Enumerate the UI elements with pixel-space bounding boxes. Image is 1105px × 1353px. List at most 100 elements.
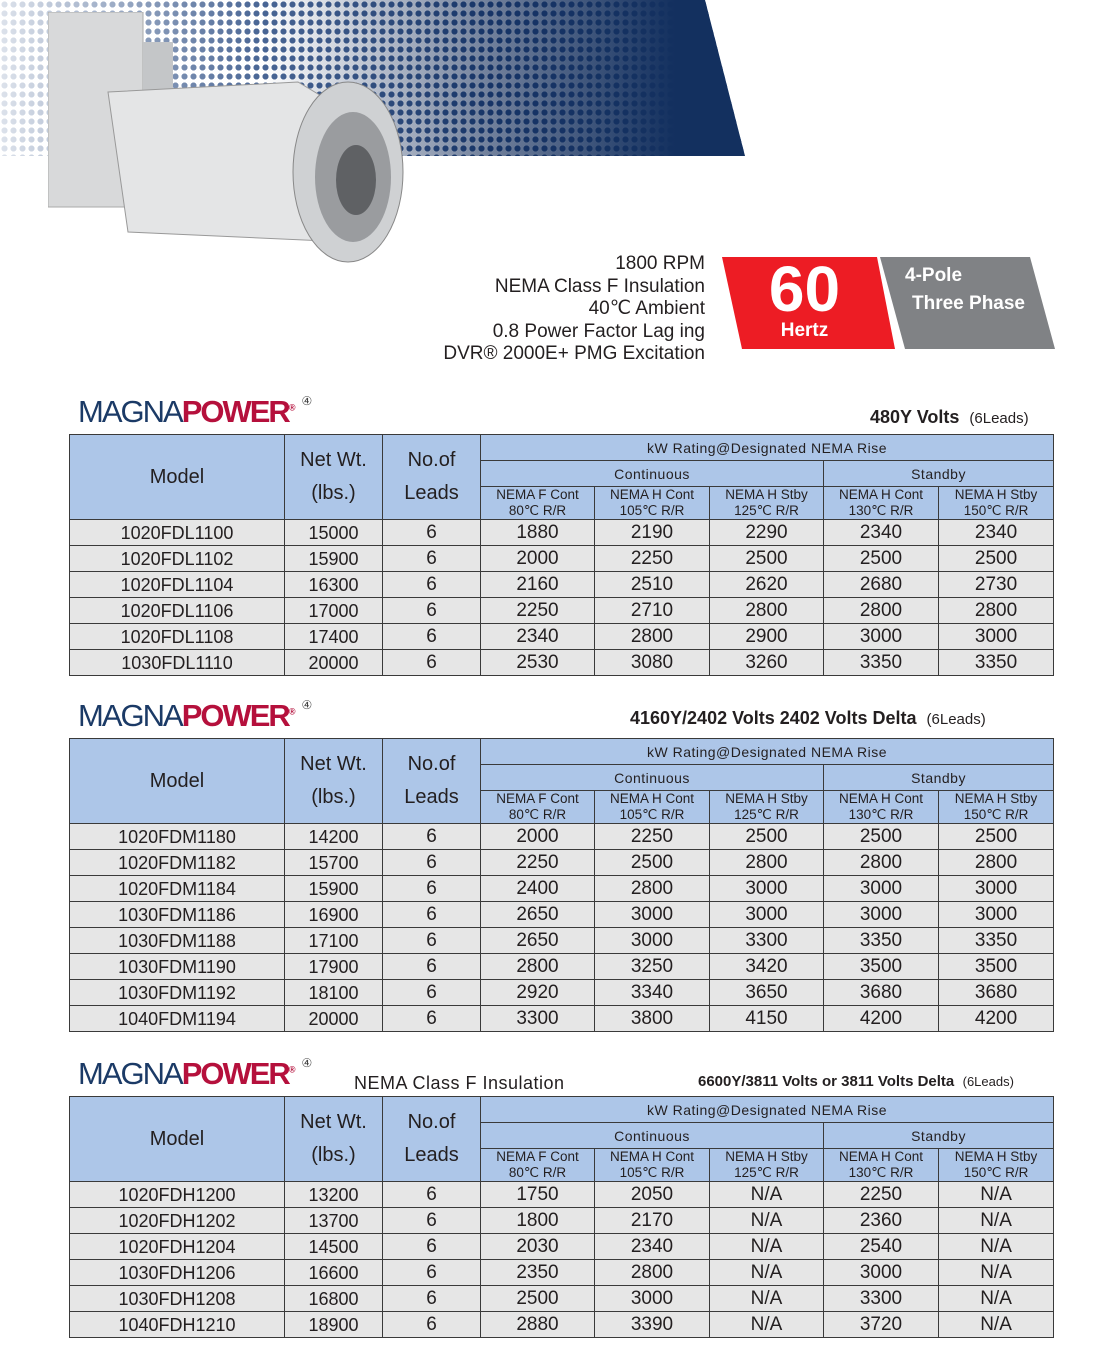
rating-cell: N/A (709, 1285, 824, 1312)
rating-cell: 2800 (594, 623, 710, 650)
spec-list: 1800 RPM NEMA Class F Insulation 40℃ Amb… (443, 253, 705, 366)
rating-cell: 2340 (480, 623, 595, 650)
rating-cell: 3000 (823, 1259, 939, 1286)
model-cell: 1030FDH1206 (69, 1259, 285, 1286)
leads-cell: 6 (382, 1285, 481, 1312)
rating-cell: N/A (937, 1181, 1055, 1208)
rating-cell: 2540 (823, 1233, 939, 1260)
weight-cell: 17900 (284, 953, 383, 980)
rating-cell: 2340 (937, 519, 1055, 546)
frequency-value: 60 (768, 253, 841, 325)
model-cell: 1030FDM1186 (69, 901, 285, 928)
table-row: 1020FDL1106 17000 6 2250 2710 2800 2800 2800 (69, 597, 1055, 624)
rating-cell: 2190 (594, 519, 710, 546)
table-row: 1020FDL1108 17400 6 2340 2800 2900 3000 3000 (69, 623, 1055, 650)
rating-cell: 3390 (594, 1311, 710, 1338)
rating-cell: 4200 (937, 1005, 1055, 1032)
table-row: 1020FDH1200 13200 6 1750 2050 N/A 2250 N/A (69, 1181, 1055, 1208)
leads-cell: 6 (382, 1181, 481, 1208)
weight-cell: 16600 (284, 1259, 383, 1286)
header-rating-col: NEMA H Cont 105℃ R/R (594, 1148, 710, 1182)
rating-cell: 3500 (937, 953, 1055, 980)
header-kw-rating: kW Rating@Designated NEMA Rise (479, 1096, 1055, 1123)
model-cell: 1040FDM1194 (69, 1005, 285, 1032)
rating-cell: 3680 (823, 979, 939, 1006)
leads-cell: 6 (382, 571, 481, 598)
rating-cell: 1750 (480, 1181, 595, 1208)
table-row: 1030FDM1190 17900 6 2800 3250 3420 3500 3500 (69, 953, 1055, 980)
model-cell: 1020FDH1200 (69, 1181, 285, 1208)
rating-cell: 3250 (594, 953, 710, 980)
rating-cell: 2710 (594, 597, 710, 624)
spec-insulation: NEMA Class F Insulation (494, 275, 705, 297)
table-row: 1020FDL1102 15900 6 2000 2250 2500 2500 2500 (69, 545, 1055, 572)
rating-cell: 2360 (823, 1207, 939, 1234)
rating-cell: 2250 (480, 597, 595, 624)
rating-cell: 2290 (709, 519, 824, 546)
rating-cell: 3500 (823, 953, 939, 980)
weight-cell: 15000 (284, 519, 383, 546)
weight-cell: 15900 (284, 875, 383, 902)
voltage-label: 6600Y/3811 Volts or 3811 Volts Delta (6L… (698, 1073, 1014, 1090)
rating-cell: 3300 (480, 1005, 595, 1032)
rating-cell: 3350 (937, 649, 1055, 676)
spec-rpm: 1800 RPM (615, 253, 705, 274)
leads-cell: 6 (382, 597, 481, 624)
rating-cell: 3350 (937, 927, 1055, 954)
header-continuous: Continuous (480, 764, 824, 791)
rating-cell: 2800 (709, 597, 824, 624)
leads-cell: 6 (382, 649, 481, 676)
rating-cell: 2800 (823, 849, 939, 876)
rating-cell: 3080 (594, 649, 710, 676)
leads-cell: 6 (382, 519, 481, 546)
header-standby: Standby (822, 764, 1055, 791)
model-cell: 1020FDM1184 (69, 875, 285, 902)
header-rating-col: NEMA H Stby 150℃ R/R (937, 1148, 1055, 1182)
weight-cell: 14500 (284, 1233, 383, 1260)
rating-cell: 2350 (480, 1259, 595, 1286)
spec-power-factor: 0.8 Power Factor Lag ing (492, 320, 705, 342)
model-cell: 1030FDL1110 (69, 649, 285, 676)
header-rating-col: NEMA H Cont 130℃ R/R (823, 486, 939, 520)
header-standby: Standby (822, 460, 1055, 487)
header-model: Model (69, 1096, 285, 1182)
voltage-label: 480Y Volts (6Leads) (870, 407, 1029, 427)
rating-cell: 3420 (709, 953, 824, 980)
rating-cell: 3720 (823, 1311, 939, 1338)
weight-cell: 15700 (284, 849, 383, 876)
rating-cell: N/A (709, 1233, 824, 1260)
model-cell: 1020FDL1104 (69, 571, 285, 598)
rating-cell: 3680 (937, 979, 1055, 1006)
rating-cell: 3260 (709, 649, 824, 676)
rating-cell: N/A (937, 1259, 1055, 1286)
weight-cell: 20000 (284, 649, 383, 676)
header-rating-col: NEMA H Stby 150℃ R/R (937, 486, 1055, 520)
leads-cell: 6 (382, 1005, 481, 1032)
header-net-weight: Net Wt. (lbs.) (284, 738, 383, 824)
rating-cell: 3300 (823, 1285, 939, 1312)
rating-cell: 2800 (480, 953, 595, 980)
rating-cell: 2500 (823, 545, 939, 572)
rating-cell: 2500 (823, 823, 939, 850)
leads-cell: 6 (382, 1259, 481, 1286)
header-rating-col: NEMA H Stby 125℃ R/R (709, 790, 824, 824)
frequency-unit: Hertz (780, 320, 829, 341)
header-kw-rating: kW Rating@Designated NEMA Rise (479, 738, 1055, 765)
rating-cell: 2800 (594, 1259, 710, 1286)
weight-cell: 16300 (284, 571, 383, 598)
header-model: Model (69, 434, 285, 520)
rating-table: Model Net Wt. (lbs.) No.of Leads kW Rating… (69, 738, 1055, 1032)
leads-cell: 6 (382, 1311, 481, 1338)
rating-cell: 2250 (594, 823, 710, 850)
leads-cell: 6 (382, 823, 481, 850)
header-rating-col: NEMA F Cont 80℃ R/R (480, 790, 595, 824)
weight-cell: 17100 (284, 927, 383, 954)
weight-cell: 17000 (284, 597, 383, 624)
header-kw-rating: kW Rating@Designated NEMA Rise (479, 434, 1055, 461)
table-row: 1040FDM1194 20000 6 3300 3800 4150 4200 4200 (69, 1005, 1055, 1032)
rating-cell: 2620 (709, 571, 824, 598)
rating-cell: 4150 (709, 1005, 824, 1032)
rating-cell: 3800 (594, 1005, 710, 1032)
rating-cell: 2160 (480, 571, 595, 598)
table-row: 1020FDM1180 14200 6 2000 2250 2500 2500 2500 (69, 823, 1055, 850)
